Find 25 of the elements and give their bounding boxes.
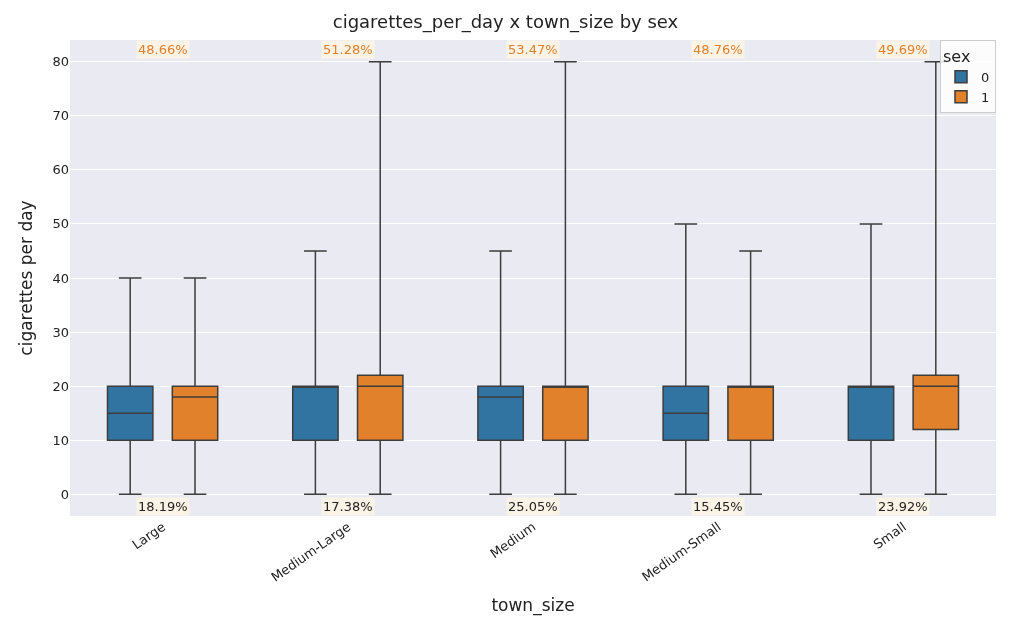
annotation: 51.28% [323,42,373,57]
annotation: 49.69% [878,42,928,57]
y-axis-title: cigarettes per day [16,200,36,356]
annotation: 48.66% [138,42,188,57]
annotation: 48.76% [693,42,743,57]
y-tick-label: 0 [60,486,69,502]
y-tick-label: 50 [52,216,69,232]
legend-label: 0 [981,69,990,85]
legend-label: 1 [981,89,990,105]
annotation: 17.38% [323,499,373,514]
annotation: 18.19% [138,499,188,514]
annotation: 25.05% [508,499,558,514]
y-tick-label: 80 [52,54,69,70]
y-tick-label: 30 [52,324,69,340]
annotation: 23.92% [878,499,928,514]
annotation: 53.47% [508,42,558,57]
annotation: 15.45% [693,499,743,514]
x-axis-title: town_size [491,595,575,617]
y-tick-label: 20 [52,378,69,394]
y-tick-label: 70 [52,108,69,124]
chart-title: cigarettes_per_day x town_size by sex [332,11,679,34]
legend-title: sex [943,46,971,66]
y-tick-label: 10 [52,432,69,448]
y-tick-label: 40 [52,270,69,286]
y-tick-label: 60 [52,162,69,178]
